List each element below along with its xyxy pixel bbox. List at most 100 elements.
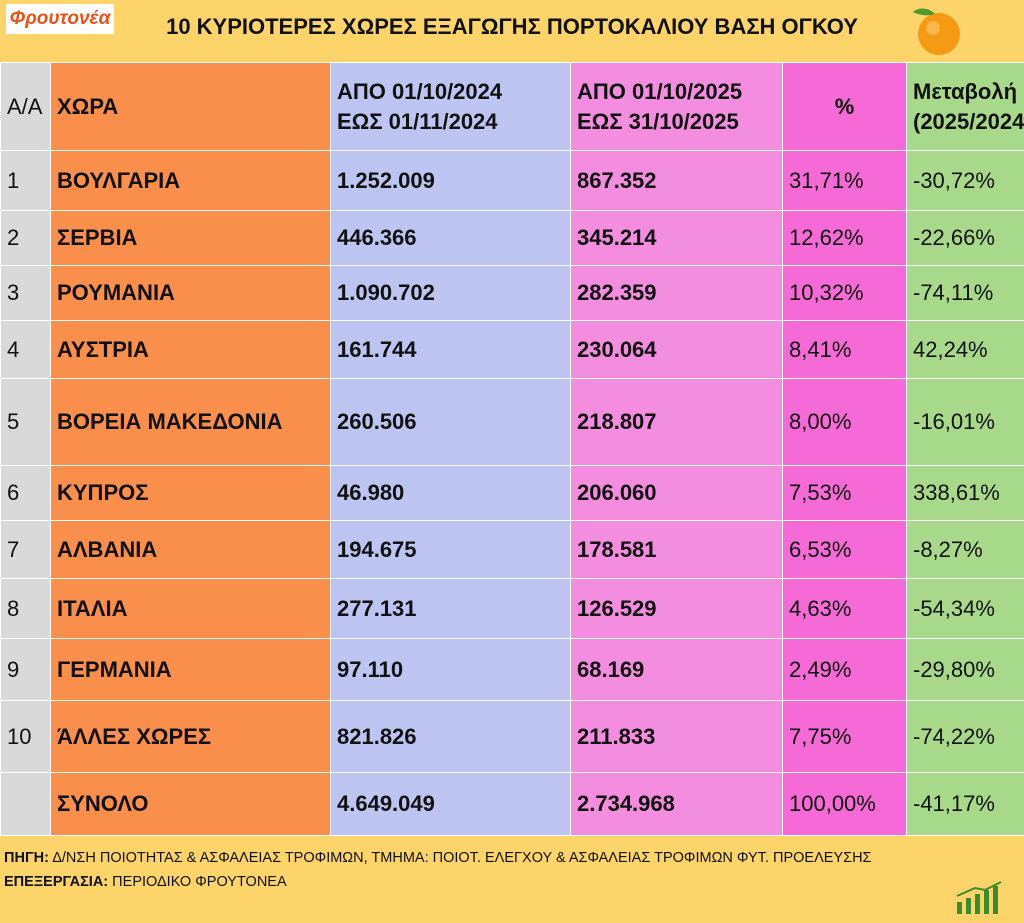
header-line: Μεταβολή <box>913 78 1018 104</box>
cell: 8,41% <box>782 320 907 379</box>
cell: 7,53% <box>782 465 907 521</box>
table-row: 6 ΚΥΠΡΟΣ 46.980 206.060 7,53% 338,61% <box>0 465 1024 521</box>
cell: 8,00% <box>782 378 907 466</box>
cell <box>0 772 51 836</box>
cell-text: 6 <box>7 480 20 506</box>
cell-text: ΆΛΛΕΣ ΧΩΡΕΣ <box>57 723 212 749</box>
cell-text: 6,53% <box>789 536 852 562</box>
cell-text: 12,62% <box>789 225 864 251</box>
cell: 206.060 <box>570 465 783 521</box>
cell: 260.506 <box>330 378 571 466</box>
table-row: ΣΥΝΟΛΟ 4.649.049 2.734.968 100,00% -41,17% <box>0 772 1024 836</box>
orange-icon <box>913 8 960 55</box>
cell: 178.581 <box>570 520 783 579</box>
cell: 4.649.049 <box>330 772 571 836</box>
cell: -41,17% <box>906 772 1024 836</box>
cell: -54,34% <box>906 578 1024 639</box>
cell-text: 2,49% <box>789 656 852 682</box>
cell: 6,53% <box>782 520 907 579</box>
cell: 230.064 <box>570 320 783 379</box>
cell: 211.833 <box>570 700 783 773</box>
cell-text: -54,34% <box>913 595 995 621</box>
cell-text: 194.675 <box>337 536 417 562</box>
cell: 9 <box>0 638 51 701</box>
cell: ΑΥΣΤΡΙΑ <box>50 320 331 379</box>
cell-text: 42,24% <box>913 336 988 362</box>
cell-text: 7,53% <box>789 480 852 506</box>
cell-text: 8,41% <box>789 336 852 362</box>
cell-text: ΒΟΥΛΓΑΡΙΑ <box>57 167 181 193</box>
header-line: ΑΠΟ 01/10/2024 <box>337 78 503 104</box>
cell: 446.366 <box>330 210 571 266</box>
cell: 277.131 <box>330 578 571 639</box>
cell: 1.090.702 <box>330 265 571 321</box>
table-row: 1 ΒΟΥΛΓΑΡΙΑ 1.252.009 867.352 31,71% -30,72% <box>0 150 1024 211</box>
cell-text: 7,75% <box>789 723 852 749</box>
cell: 867.352 <box>570 150 783 211</box>
cell-text: 206.060 <box>577 480 657 506</box>
column-header: ΑΠΟ 01/10/2024 ΕΩΣ 01/11/2024 <box>330 62 571 151</box>
cell-text: -16,01% <box>913 409 995 435</box>
cell-text: 31,71% <box>789 167 864 193</box>
cell-text: ΒΟΡΕΙΑ ΜΑΚΕΔΟΝΙΑ <box>57 409 283 435</box>
cell: 31,71% <box>782 150 907 211</box>
header-line: ΑΠΟ 01/10/2025 <box>577 78 743 104</box>
cell-text: -74,22% <box>913 723 995 749</box>
cell: 4,63% <box>782 578 907 639</box>
cell-text: 1.252.009 <box>337 167 435 193</box>
table-row: 2 ΣΕΡΒΙΑ 446.366 345.214 12,62% -22,66% <box>0 210 1024 266</box>
cell-text: 9 <box>7 656 20 682</box>
logo: Φρουτονέα <box>6 4 114 34</box>
cell-text: ΑΛΒΑΝΙΑ <box>57 536 158 562</box>
cell: 100,00% <box>782 772 907 836</box>
growth-icon <box>956 881 1002 914</box>
cell-text: 97.110 <box>337 656 404 682</box>
cell-text: 4 <box>7 336 20 362</box>
table-row: 7 ΑΛΒΑΝΙΑ 194.675 178.581 6,53% -8,27% <box>0 520 1024 579</box>
cell-text: ΑΥΣΤΡΙΑ <box>57 336 149 362</box>
cell: 97.110 <box>330 638 571 701</box>
cell-text: 8,00% <box>789 409 852 435</box>
column-header: ΑΠΟ 01/10/2025 ΕΩΣ 31/10/2025 <box>570 62 783 151</box>
cell-text: 446.366 <box>337 225 417 251</box>
table-row: 4 ΑΥΣΤΡΙΑ 161.744 230.064 8,41% 42,24% <box>0 320 1024 379</box>
cell: ΒΟΥΛΓΑΡΙΑ <box>50 150 331 211</box>
cell-text: ΣΕΡΒΙΑ <box>57 225 138 251</box>
cell-text: ΣΥΝΟΛΟ <box>57 791 149 817</box>
cell-text: 2 <box>7 225 20 251</box>
cell: -8,27% <box>906 520 1024 579</box>
footer-text: Δ/ΝΣΗ ΠΟΙΟΤΗΤΑΣ & ΑΣΦΑΛΕΙΑΣ ΤΡΟΦΙΜΩΝ, ΤΜ… <box>52 850 872 866</box>
cell: ΙΤΑΛΙΑ <box>50 578 331 639</box>
cell: 42,24% <box>906 320 1024 379</box>
cell-text: 10,32% <box>789 280 864 306</box>
cell: ΡΟΥΜΑΝΙΑ <box>50 265 331 321</box>
cell: 194.675 <box>330 520 571 579</box>
header-bar: Φρουτονέα 10 ΚΥΡΙΟΤΕΡΕΣ ΧΩΡΕΣ ΕΞΑΓΩΓΗΣ Π… <box>0 0 1024 62</box>
header-line: % <box>834 93 855 119</box>
header-line: ΕΩΣ 01/11/2024 <box>337 108 498 134</box>
cell: -74,22% <box>906 700 1024 773</box>
cell: 1.252.009 <box>330 150 571 211</box>
cell-text: 3 <box>7 280 20 306</box>
cell: ΣΥΝΟΛΟ <box>50 772 331 836</box>
cell-text: 126.529 <box>577 595 657 621</box>
cell-text: -30,72% <box>913 167 995 193</box>
cell: 4 <box>0 320 51 379</box>
cell: 161.744 <box>330 320 571 379</box>
cell-text: 1.090.702 <box>337 280 435 306</box>
cell: -29,80% <box>906 638 1024 701</box>
cell-text: -8,27% <box>913 536 983 562</box>
cell-text: 46.980 <box>337 480 405 506</box>
footer-line: ΕΠΕΞΕΡΓΑΣΙΑ: ΠΕΡΙΟΔΙΚΟ ΦΡΟΥΤΟΝΕΑ <box>4 870 872 894</box>
cell: 1 <box>0 150 51 211</box>
cell: ΚΥΠΡΟΣ <box>50 465 331 521</box>
cell: 345.214 <box>570 210 783 266</box>
cell-text: 100,00% <box>789 791 876 817</box>
table-row: 3 ΡΟΥΜΑΝΙΑ 1.090.702 282.359 10,32% -74,11% <box>0 265 1024 321</box>
cell-text: 218.807 <box>577 409 657 435</box>
column-header: ΧΩΡΑ <box>50 62 331 151</box>
cell: 7 <box>0 520 51 579</box>
cell: 218.807 <box>570 378 783 466</box>
cell: 12,62% <box>782 210 907 266</box>
cell: 2,49% <box>782 638 907 701</box>
